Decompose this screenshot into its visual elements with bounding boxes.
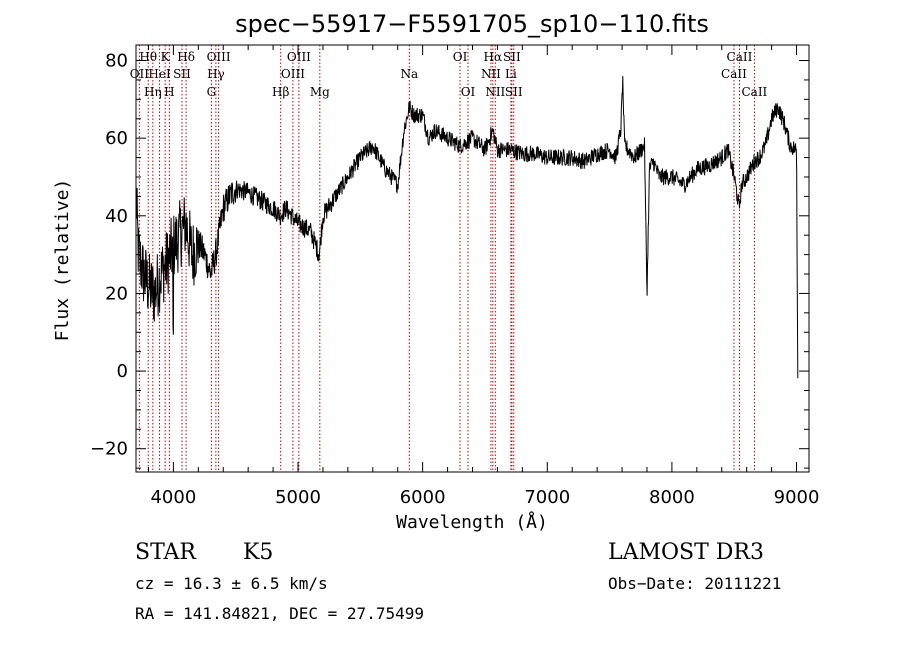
- y-tick-label: 80: [105, 51, 128, 72]
- line-marker-label: Mg: [310, 85, 330, 99]
- line-marker-label: K: [161, 50, 171, 64]
- line-marker-label: Li: [505, 67, 517, 81]
- line-marker-label: CaII: [741, 85, 767, 99]
- x-tick-label: 8000: [649, 487, 695, 508]
- line-marker-group: [138, 45, 755, 472]
- object-class: STAR: [135, 540, 197, 565]
- line-marker-label-group: OΙΙ Hθ Hη HeI K H SII Hδ G Hγ OIII Hβ OIII OIII Mg Na OI…: [130, 50, 768, 99]
- line-marker-label: G: [207, 85, 217, 99]
- line-marker-label: NII: [485, 85, 505, 99]
- observation-date: Obs−Date: 20111221: [608, 574, 781, 593]
- object-subclass: K5: [243, 540, 273, 565]
- x-tick-label: 9000: [774, 487, 820, 508]
- y-tick-label: 0: [117, 361, 128, 382]
- x-tick-labels: 4000 5000 6000 7000 8000 9000: [150, 487, 819, 508]
- line-marker-label: Hδ: [177, 50, 195, 64]
- line-marker-label: HeI: [148, 67, 171, 81]
- line-marker-label: Hθ: [139, 50, 157, 64]
- spectrum-line: [135, 76, 799, 379]
- y-tick-labels: −20 0 20 40 60 80: [90, 51, 128, 460]
- y-tick-label: −20: [90, 439, 128, 460]
- x-axis-label: Wavelength (Å): [396, 511, 548, 533]
- line-marker-label: Hα: [484, 50, 503, 64]
- coordinates: RA = 141.84821, DEC = 27.75499: [135, 604, 424, 623]
- survey-name: LAMOST DR3: [608, 540, 764, 565]
- line-marker-label: H: [164, 85, 174, 99]
- line-marker-label: OI: [453, 50, 468, 64]
- plot-frame: [135, 44, 810, 473]
- line-marker-label: SII: [505, 85, 523, 99]
- line-marker-label: NII: [481, 67, 501, 81]
- line-marker-label: Hη: [144, 85, 162, 99]
- x-tick-label: 4000: [150, 487, 196, 508]
- y-tick-label: 60: [105, 128, 128, 149]
- axis-ticks: [136, 45, 809, 472]
- redshift-cz: cz = 16.3 ± 6.5 km/s: [135, 574, 328, 593]
- line-marker-label: CaII: [727, 50, 753, 64]
- line-marker-label: OIII: [207, 50, 231, 64]
- x-tick-label: 7000: [524, 487, 570, 508]
- y-axis-label: Flux (relative): [52, 179, 73, 342]
- line-marker-label: SII: [173, 67, 191, 81]
- x-tick-label: 5000: [275, 487, 321, 508]
- line-marker-label: OΙΙ: [130, 67, 150, 81]
- line-marker-label: SII: [503, 50, 521, 64]
- line-marker-label: Na: [400, 67, 418, 81]
- x-tick-label: 6000: [400, 487, 446, 508]
- line-marker-label: Hβ: [272, 85, 289, 99]
- line-marker-label: OI: [461, 85, 476, 99]
- line-marker-label: OIII: [287, 50, 311, 64]
- y-tick-label: 40: [105, 206, 128, 227]
- chart-title: spec−55917−F5591705_sp10−110.fits: [235, 10, 709, 38]
- line-marker-label: OIII: [281, 67, 305, 81]
- y-tick-label: 20: [105, 283, 128, 304]
- line-marker-label: CaII: [721, 67, 747, 81]
- line-marker-label: Hγ: [207, 67, 225, 81]
